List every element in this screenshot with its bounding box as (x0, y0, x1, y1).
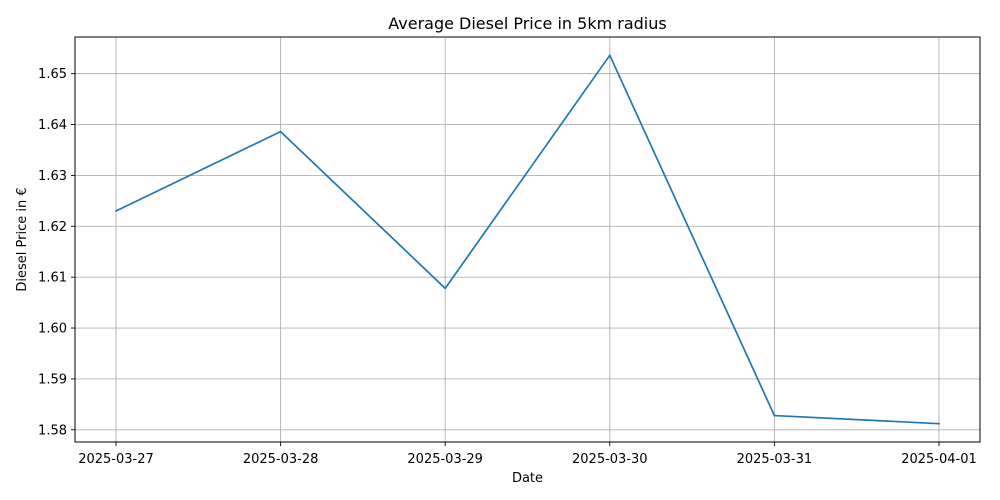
data-point (773, 414, 776, 417)
data-point (444, 287, 447, 290)
data-point (279, 130, 282, 133)
y-tick-label: 1.65 (38, 67, 67, 82)
data-point (938, 422, 940, 425)
x-axis: 2025-03-27 2025-03-28 2025-03-29 2025-03-30… (78, 442, 977, 467)
x-tick-label: 2025-03-27 (78, 452, 154, 467)
y-axis: 1.58 1.59 1.60 1.61 1.62 1.63 1.64 1.65 (38, 67, 75, 438)
y-tick-label: 1.59 (38, 372, 67, 387)
data-point (115, 210, 117, 212)
data-point (608, 54, 611, 57)
y-tick-label: 1.58 (38, 423, 67, 438)
chart-title: Average Diesel Price in 5km radius (388, 14, 666, 33)
x-tick-label: 2025-03-28 (243, 452, 319, 467)
x-tick-label: 2025-03-30 (572, 452, 648, 467)
x-tick-label: 2025-03-29 (407, 452, 483, 467)
x-axis-label: Date (512, 471, 543, 486)
y-axis-label: Diesel Price in € (15, 187, 30, 291)
x-tick-label: 2025-04-01 (901, 452, 977, 467)
y-tick-label: 1.62 (38, 220, 67, 235)
plot-frame (74, 36, 981, 443)
y-tick-label: 1.64 (38, 118, 67, 133)
y-tick-label: 1.61 (38, 271, 67, 286)
y-tick-label: 1.60 (38, 322, 67, 337)
grid (75, 37, 980, 442)
x-tick-label: 2025-03-31 (737, 452, 813, 467)
series-line (115, 54, 940, 425)
series-layer (115, 54, 940, 425)
y-tick-label: 1.63 (38, 169, 67, 184)
